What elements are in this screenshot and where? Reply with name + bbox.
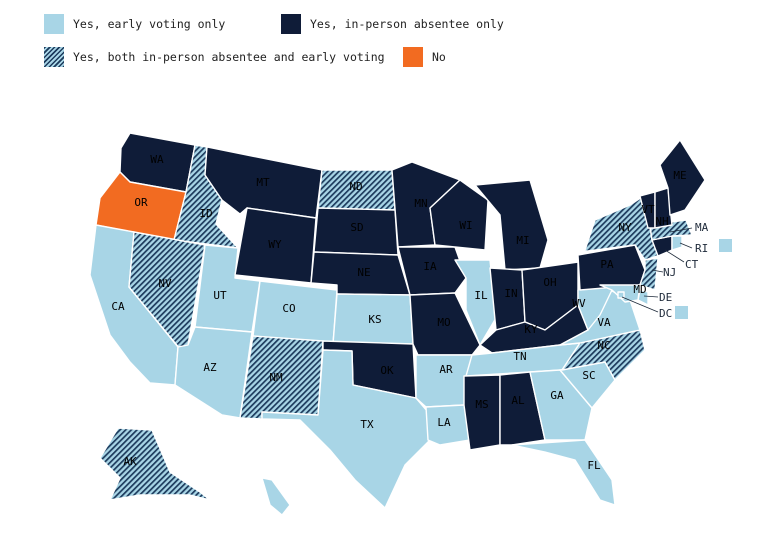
label-KS: KS — [368, 313, 381, 326]
legend-label-absentee: Yes, in-person absentee only — [310, 17, 504, 31]
label-ID: ID — [199, 207, 212, 220]
legend-label-early: Yes, early voting only — [73, 17, 226, 31]
label-NC: NC — [597, 339, 610, 352]
state-WI[interactable] — [429, 179, 489, 251]
state-FL[interactable] — [511, 439, 616, 506]
label-NH: NH — [655, 215, 668, 228]
label-WA: WA — [150, 153, 164, 166]
state-NJ[interactable] — [639, 257, 659, 291]
label-IN: IN — [504, 287, 517, 300]
state-labels: WA OR CA ID NV UT AZ MT WY CO NM ND SD N… — [111, 153, 708, 472]
legend-item-no: No — [403, 46, 446, 68]
label-IA: IA — [423, 260, 437, 273]
label-ME: ME — [673, 169, 686, 182]
label-IL: IL — [474, 289, 488, 302]
label-WV: WV — [572, 297, 586, 310]
label-CT: CT — [685, 258, 699, 271]
label-MS: MS — [475, 398, 488, 411]
legend-item-early: Yes, early voting only — [44, 13, 225, 35]
label-AR: AR — [439, 363, 453, 376]
legend-swatch-no — [403, 47, 423, 67]
state-NH[interactable] — [654, 187, 673, 229]
label-PA: PA — [600, 258, 614, 271]
label-AL: AL — [511, 394, 525, 407]
label-LA: LA — [437, 416, 451, 429]
label-MD: MD — [633, 283, 646, 296]
label-ND: ND — [349, 180, 362, 193]
legend-swatch-both — [44, 47, 64, 67]
label-DC: DC — [659, 307, 672, 320]
legend: Yes, early voting only Yes, in-person ab… — [0, 0, 781, 80]
label-NE: NE — [357, 266, 370, 279]
label-NV: NV — [158, 277, 172, 290]
label-WI: WI — [459, 219, 472, 232]
label-RI: RI — [695, 242, 708, 255]
state-RI-swatch — [719, 239, 732, 252]
label-DE: DE — [659, 291, 672, 304]
label-TN: TN — [513, 350, 526, 363]
label-CA: CA — [111, 300, 125, 313]
legend-swatch-absentee — [281, 14, 301, 34]
label-MT: MT — [256, 176, 270, 189]
label-GA: GA — [550, 389, 564, 402]
leader-lines — [621, 227, 693, 313]
state-AZ[interactable] — [174, 326, 253, 419]
label-SD: SD — [350, 221, 363, 234]
state-AK[interactable] — [99, 427, 211, 501]
label-KY: KY — [524, 323, 538, 336]
legend-item-absentee: Yes, in-person absentee only — [281, 13, 504, 35]
label-NM: NM — [269, 371, 283, 384]
label-MI: MI — [516, 234, 529, 247]
label-MN: MN — [414, 197, 427, 210]
label-OK: OK — [380, 364, 394, 377]
legend-item-both: Yes, both in-person absentee and early v… — [44, 46, 385, 68]
legend-label-no: No — [432, 50, 446, 64]
label-AK: AK — [123, 455, 137, 468]
label-WY: WY — [268, 238, 282, 251]
label-MO: MO — [437, 316, 450, 329]
state-IA[interactable] — [397, 246, 467, 296]
state-ME[interactable] — [659, 139, 706, 216]
label-VT: VT — [641, 203, 655, 216]
label-SC: SC — [582, 369, 595, 382]
label-UT: UT — [213, 289, 227, 302]
legend-swatch-early — [44, 14, 64, 34]
state-GA[interactable] — [529, 369, 593, 441]
label-NJ: NJ — [663, 266, 676, 279]
state-DC-swatch — [675, 306, 688, 319]
legend-label-both: Yes, both in-person absentee and early v… — [73, 50, 385, 64]
label-NY: NY — [618, 221, 632, 234]
state-LA[interactable] — [425, 404, 471, 446]
label-VA: VA — [597, 316, 611, 329]
label-AZ: AZ — [203, 361, 217, 374]
label-TX: TX — [360, 418, 374, 431]
state-TX[interactable] — [261, 349, 431, 509]
label-FL: FL — [587, 459, 601, 472]
label-MA: MA — [695, 221, 709, 234]
label-OH: OH — [543, 276, 556, 289]
state-HI[interactable] — [261, 477, 291, 516]
label-CO: CO — [282, 302, 295, 315]
state-MS[interactable] — [463, 374, 501, 451]
label-OR: OR — [134, 196, 148, 209]
